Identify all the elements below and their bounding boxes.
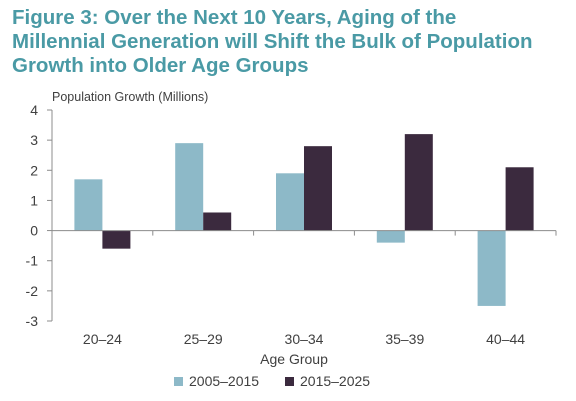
y-tick-label: -3 bbox=[26, 313, 39, 329]
x-tick-label: 20–24 bbox=[83, 331, 122, 347]
chart-title-line-1: Figure 3: Over the Next 10 Years, Aging … bbox=[12, 6, 457, 29]
x-tick-label: 40–44 bbox=[486, 331, 525, 347]
y-tick-label: 4 bbox=[30, 102, 38, 118]
bar-series-2-2 bbox=[304, 146, 332, 231]
chart-title-line-2: Millennial Generation will Shift the Bul… bbox=[12, 30, 533, 53]
bar-series-1-0 bbox=[74, 179, 103, 231]
x-tick-label: 30–34 bbox=[285, 331, 324, 347]
legend-label: 2015–2025 bbox=[300, 373, 370, 389]
x-axis-label: Age Group bbox=[260, 351, 328, 367]
y-tick-label: 3 bbox=[30, 132, 38, 148]
y-tick-label: 2 bbox=[30, 162, 38, 178]
legend-swatch bbox=[285, 377, 294, 386]
bar-series-1-3 bbox=[376, 230, 405, 243]
bar-series-2-3 bbox=[404, 134, 433, 231]
y-tick-label: 1 bbox=[30, 192, 38, 208]
bar-series-1-1 bbox=[175, 143, 204, 231]
bar-series-1-2 bbox=[276, 173, 304, 231]
chart-title-line-3: Growth into Older Age Groups bbox=[12, 54, 309, 77]
y-tick-label: -2 bbox=[26, 283, 39, 299]
legend-label: 2005–2015 bbox=[189, 373, 259, 389]
y-axis: 4 3 2 1 0 -1 -2 -3 bbox=[26, 102, 53, 329]
y-axis-label: Population Growth (Millions) bbox=[52, 90, 208, 104]
bar-series-2-1 bbox=[203, 212, 232, 231]
bar-series-2-0 bbox=[102, 230, 131, 249]
y-tick-label: -1 bbox=[26, 253, 39, 269]
x-tick-label: 35–39 bbox=[385, 331, 424, 347]
bar-series-2-4 bbox=[505, 167, 534, 231]
bar-series-1-4 bbox=[477, 230, 506, 306]
bars bbox=[74, 134, 534, 306]
legend: 2005–2015 2015–2025 bbox=[174, 373, 370, 389]
chart-title: Figure 3: Over the Next 10 Years, Aging … bbox=[12, 6, 568, 78]
x-axis: 20–24 25–29 30–34 35–39 40–44 bbox=[51, 230, 557, 347]
x-tick-label: 25–29 bbox=[184, 331, 223, 347]
y-tick-label: 0 bbox=[30, 223, 38, 239]
legend-swatch bbox=[174, 377, 183, 386]
